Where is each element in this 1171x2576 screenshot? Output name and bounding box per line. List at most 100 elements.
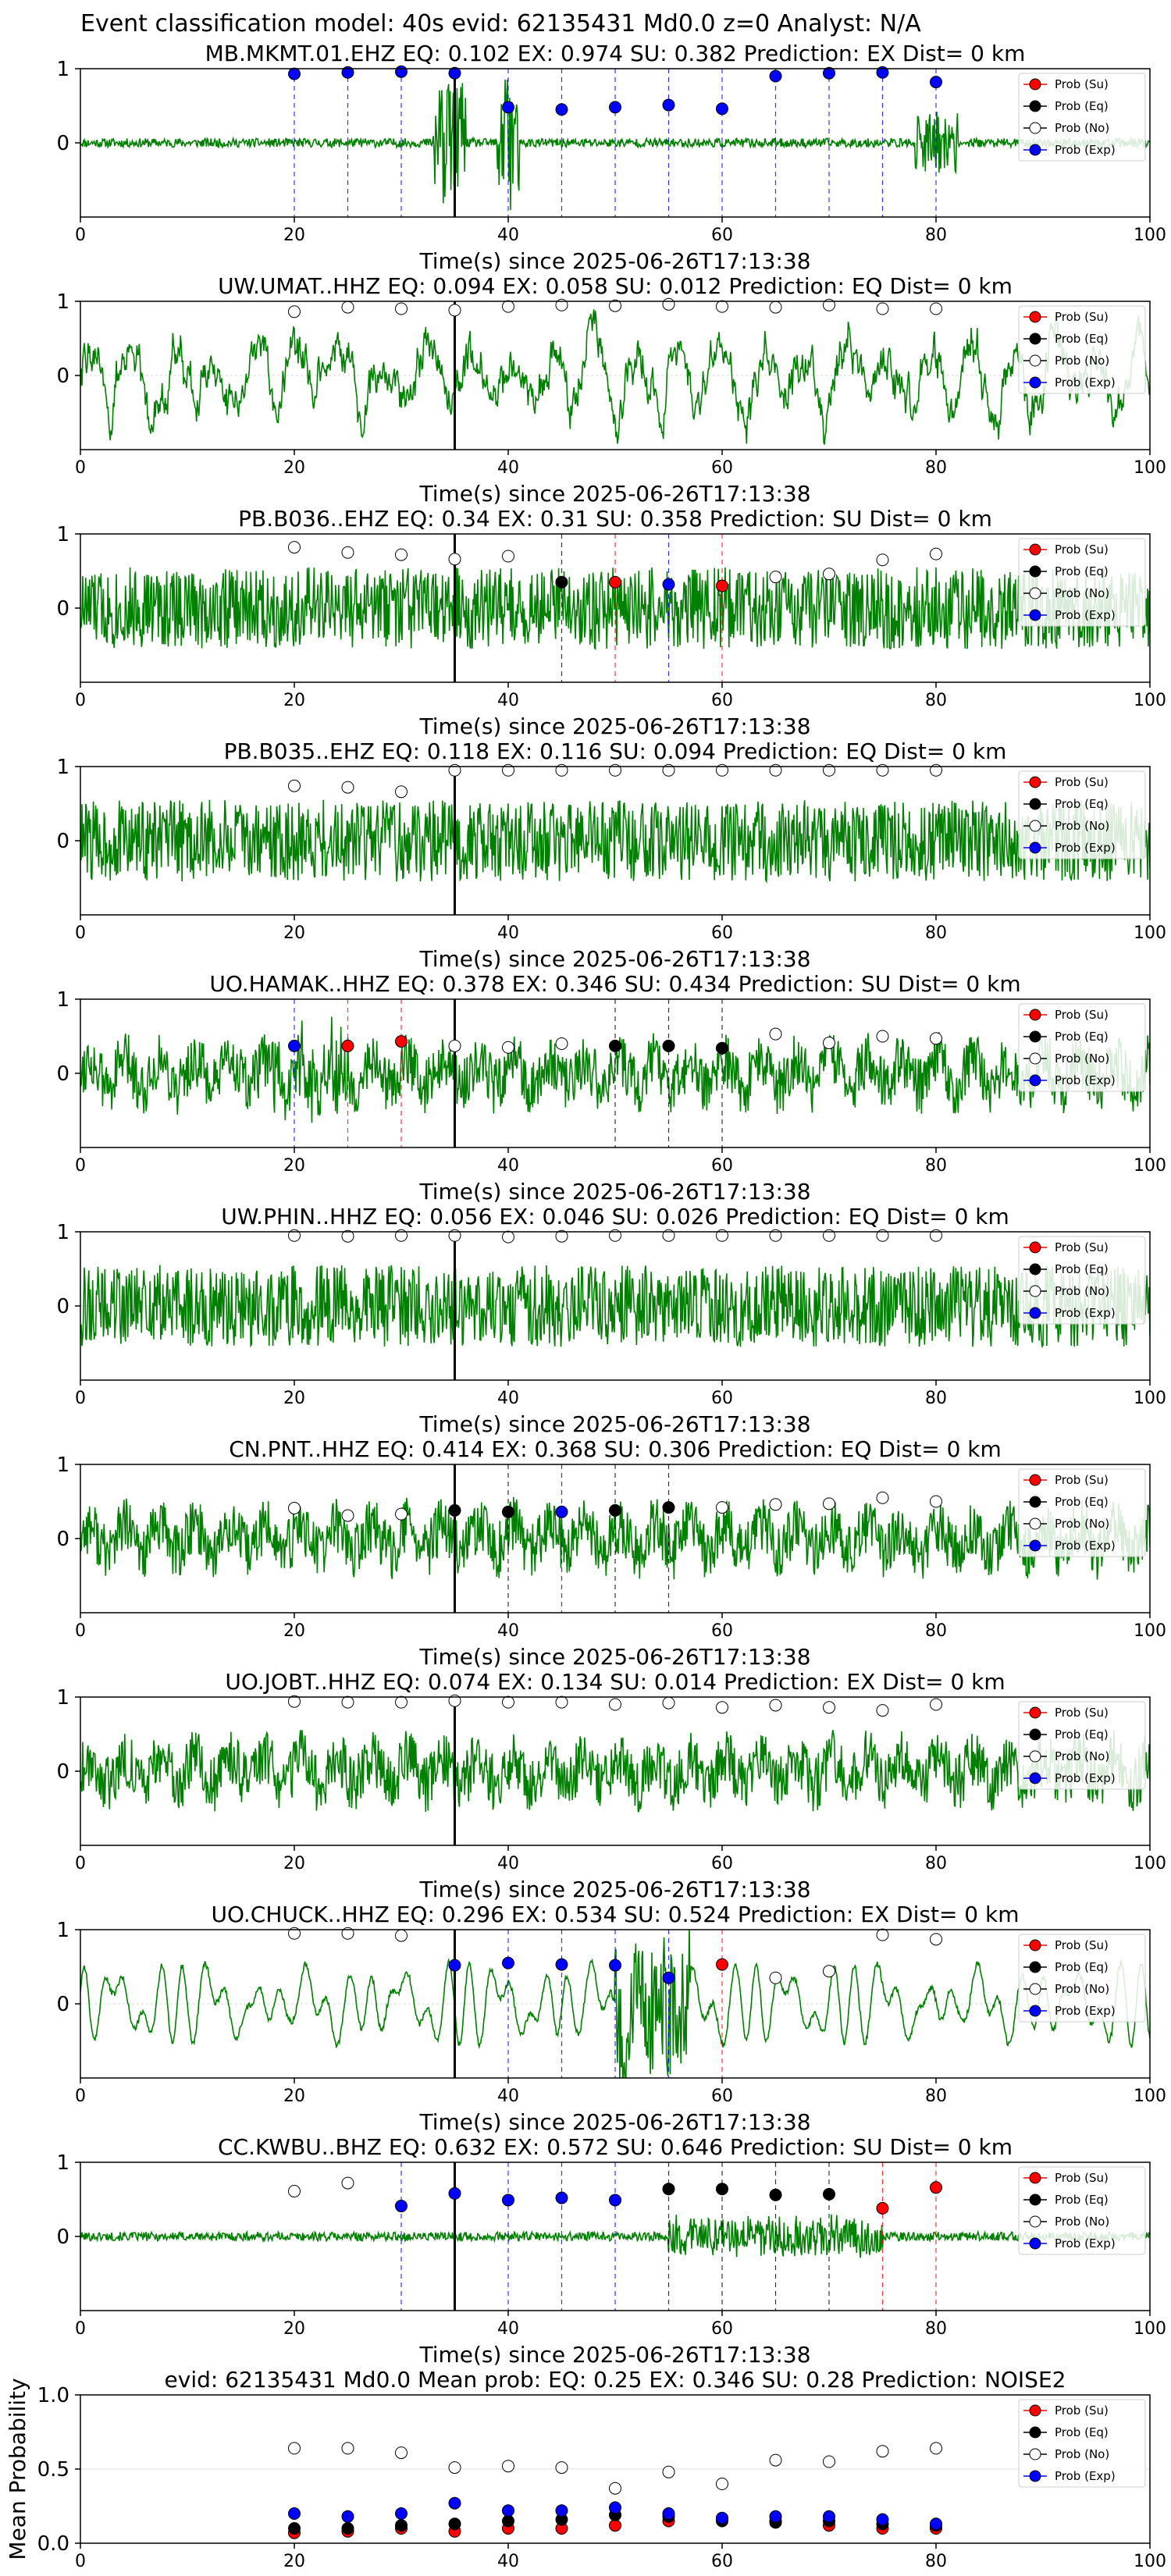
y-tick-label-5-1: 1 [56, 1221, 69, 1244]
prob-marker-no-4-70 [823, 1037, 835, 1050]
x-tick-label-8-20: 20 [283, 2087, 305, 2106]
legend-label-no-10: Prob (No) [1055, 2447, 1109, 2461]
y-tick-label-8-0: 0 [56, 1993, 69, 2016]
prob-marker-exp-0-45 [555, 103, 568, 116]
panel-8: UO.CHUCK..HHZ EQ: 0.296 EX: 0.534 SU: 0.… [56, 1902, 1166, 2135]
legend-marker-su-5 [1029, 1241, 1041, 1254]
axes-frame-3 [80, 766, 1151, 916]
prob-marker-no-6-80 [930, 1495, 942, 1508]
prob-marker-eq-9-70 [823, 2187, 835, 2201]
legend-label-no-9: Prob (No) [1055, 2215, 1109, 2229]
legend-marker-eq-7 [1029, 1728, 1041, 1741]
prob-marker-exp-0-80 [930, 76, 942, 89]
legend-marker-no-7 [1029, 1750, 1041, 1763]
prob-marker-exp-0-65 [769, 69, 782, 83]
prob-marker-no-5-50 [609, 1229, 621, 1242]
legend-marker-su-0 [1029, 78, 1041, 91]
prob-marker-no-7-65 [769, 1699, 782, 1712]
prob-marker-exp-4-20 [288, 1039, 301, 1052]
x-tick-label-3-80: 80 [925, 923, 947, 943]
legend-label-eq-6: Prob (Eq) [1055, 1495, 1109, 1509]
y-tick-label-9-0: 0 [56, 2226, 69, 2249]
prob-marker-exp-9-30 [395, 2200, 408, 2213]
legend-label-no-0: Prob (No) [1055, 121, 1109, 135]
mean-marker-eq-30 [395, 2519, 408, 2532]
x-tick-label-0-80: 80 [925, 226, 947, 245]
prob-marker-no-5-80 [930, 1229, 942, 1242]
x-axis-label-5: Time(s) since 2025-06-26T17:13:38 [418, 1411, 810, 1437]
x-axis-label-2: Time(s) since 2025-06-26T17:13:38 [418, 713, 810, 739]
prob-marker-eq-9-60 [716, 2183, 728, 2196]
x-tick-label-5-0: 0 [75, 1389, 86, 1408]
legend-label-eq-10: Prob (Eq) [1055, 2425, 1109, 2439]
prob-marker-no-1-30 [395, 302, 408, 315]
x-tick-label-7-0: 0 [75, 1854, 86, 1873]
legend-label-su-0: Prob (Su) [1055, 77, 1109, 91]
prob-marker-exp-6-45 [555, 1505, 568, 1518]
legend-label-eq-1: Prob (Eq) [1055, 332, 1109, 346]
prob-marker-no-1-55 [662, 297, 675, 311]
prob-marker-exp-8-40 [502, 1956, 514, 1969]
legend-box-1 [1018, 305, 1146, 394]
axes-frame-7 [80, 1696, 1151, 1846]
x-tick-label-7-60: 60 [711, 1854, 733, 1873]
prob-marker-no-5-25 [341, 1229, 354, 1243]
x-axis-label-8: Time(s) since 2025-06-26T17:13:38 [418, 2109, 810, 2135]
prob-marker-no-4-75 [876, 1030, 889, 1043]
panel-10: evid: 62135431 Md0.0 Mean prob: EQ: 0.25… [5, 2367, 1166, 2571]
prob-marker-no-2-40 [502, 550, 514, 563]
prob-marker-no-3-35 [448, 763, 461, 777]
legend-marker-eq-4 [1029, 1030, 1041, 1043]
x-tick-label-0-60: 60 [711, 226, 733, 245]
prob-marker-su-9-80 [930, 2181, 942, 2194]
legend-box-2 [1018, 538, 1146, 627]
legend-label-eq-2: Prob (Eq) [1055, 564, 1109, 578]
prob-marker-no-1-60 [716, 300, 728, 313]
panel-4: UO.HAMAK..HHZ EQ: 0.378 EX: 0.346 SU: 0.… [56, 971, 1166, 1204]
x-tick-label-9-20: 20 [283, 2319, 305, 2339]
legend-marker-eq-2 [1029, 565, 1041, 578]
x-axis-label-9: Time(s) since 2025-06-26T17:13:38 [418, 2342, 810, 2368]
prob-marker-no-3-30 [395, 785, 408, 799]
x-axis-label-7: Time(s) since 2025-06-26T17:13:38 [418, 1877, 810, 1902]
prob-marker-exp-0-60 [716, 102, 728, 116]
x-tick-label-10-40: 40 [497, 2552, 519, 2571]
legend-marker-exp-2 [1029, 609, 1041, 621]
legend-marker-no-0 [1029, 122, 1041, 134]
legend-marker-eq-10 [1029, 2426, 1041, 2439]
prob-marker-exp-0-30 [395, 65, 408, 78]
x-tick-label-8-80: 80 [925, 2087, 947, 2106]
mean-marker-exp-70 [823, 2510, 835, 2523]
prob-marker-no-2-20 [288, 541, 301, 554]
x-tick-label-10-100: 100 [1134, 2552, 1166, 2571]
prob-marker-no-3-20 [288, 779, 301, 792]
prob-marker-exp-0-70 [823, 66, 835, 80]
x-tick-label-4-20: 20 [283, 1156, 305, 1176]
y-tick-label-8-1: 1 [56, 1919, 69, 1942]
legend-label-eq-9: Prob (Eq) [1055, 2193, 1109, 2207]
prob-marker-su-4-30 [395, 1035, 408, 1048]
legend-marker-eq-1 [1029, 333, 1041, 345]
prob-marker-no-7-20 [288, 1695, 301, 1708]
waveform-trace-5 [80, 1265, 1150, 1349]
prob-marker-no-1-65 [769, 301, 782, 314]
mean-y-tick-label-0.5: 0.5 [37, 2458, 69, 2482]
panel-5: UW.PHIN..HHZ EQ: 0.056 EX: 0.046 SU: 0.0… [56, 1204, 1166, 1437]
prob-marker-no-2-25 [341, 546, 354, 559]
prob-marker-no-5-75 [876, 1229, 889, 1242]
legend-marker-su-8 [1029, 1939, 1041, 1952]
mean-marker-no-60 [716, 2478, 728, 2490]
prob-marker-no-1-80 [930, 302, 942, 315]
mean-marker-exp-35 [448, 2496, 461, 2510]
x-tick-label-4-80: 80 [925, 1156, 947, 1176]
legend-label-no-2: Prob (No) [1055, 586, 1109, 600]
prob-marker-no-7-75 [876, 1704, 889, 1717]
panel-title-3: PB.B035..EHZ EQ: 0.118 EX: 0.116 SU: 0.0… [224, 738, 1007, 764]
prob-marker-eq-6-50 [609, 1503, 621, 1517]
x-tick-label-3-0: 0 [75, 923, 86, 943]
x-tick-label-6-20: 20 [283, 1621, 305, 1641]
axes-frame-0 [80, 68, 1151, 218]
x-tick-label-1-80: 80 [925, 458, 947, 478]
prob-marker-no-7-45 [555, 1695, 568, 1709]
prob-marker-no-3-40 [502, 763, 514, 777]
